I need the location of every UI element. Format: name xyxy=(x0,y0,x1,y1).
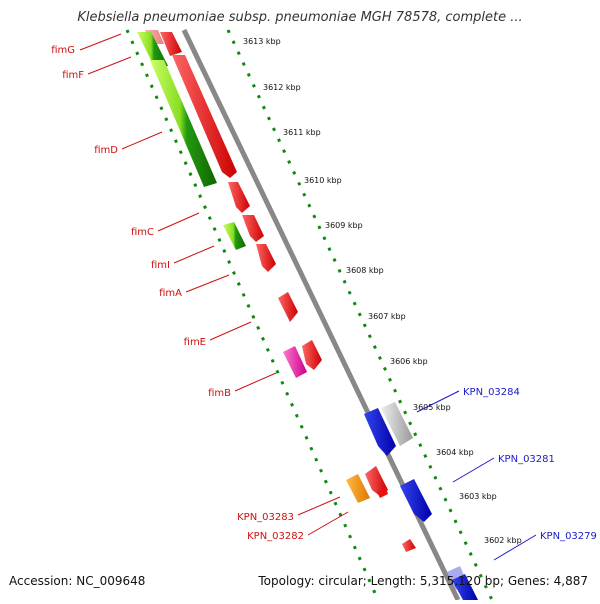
ruler-tick-label: 3605 kbp xyxy=(413,403,451,412)
gene-fimC[interactable] xyxy=(223,222,246,250)
dotted-track-outer xyxy=(226,29,494,601)
gene-label-left[interactable]: fimG xyxy=(51,45,75,56)
gene-KPN_03283[interactable] xyxy=(346,474,370,503)
ruler-tick-label: 3607 kbp xyxy=(368,312,406,321)
gene-features[interactable] xyxy=(137,30,478,600)
gene-label-right[interactable]: KPN_03284 xyxy=(463,387,520,398)
ruler-tick-label: 3610 kbp xyxy=(304,176,342,185)
right-gene-labels[interactable]: KPN_03284 KPN_03281 KPN_03279 xyxy=(416,387,597,561)
gene-KPN_03284[interactable] xyxy=(364,408,396,456)
gene-red-b[interactable] xyxy=(242,215,264,242)
gene-fimB[interactable] xyxy=(283,346,307,378)
label-leader-line xyxy=(493,534,537,561)
gene-label-right[interactable]: KPN_03279 xyxy=(540,531,597,542)
gene-fimG[interactable] xyxy=(137,32,168,68)
ruler-ticks: 3613 kbp 3612 kbp 3611 kbp 3610 kbp 3609 kbp… xyxy=(243,37,522,545)
ruler-tick-label: 3612 kbp xyxy=(263,83,301,92)
gene-red-a[interactable] xyxy=(228,182,250,213)
map-title: Klebsiella pneumoniae subsp. pneumoniae … xyxy=(77,10,523,25)
label-leader-line xyxy=(185,274,230,293)
ruler-tick-label: 3606 kbp xyxy=(390,357,428,366)
label-leader-line xyxy=(452,457,495,483)
gene-label-left[interactable]: KPN_03282 xyxy=(247,531,304,542)
label-leader-line xyxy=(87,56,132,75)
gene-label-left[interactable]: fimC xyxy=(131,227,154,238)
gene-fimE-red[interactable] xyxy=(302,340,322,370)
gene-label-left[interactable]: fimB xyxy=(208,388,231,399)
ruler-tick-label: 3603 kbp xyxy=(459,492,497,501)
gene-fimA-red[interactable] xyxy=(256,244,276,272)
gene-label-left[interactable]: fimF xyxy=(62,70,84,81)
gene-fimF[interactable] xyxy=(150,60,217,187)
gene-label-left[interactable]: KPN_03283 xyxy=(237,512,294,523)
gene-label-left[interactable]: fimE xyxy=(184,337,206,348)
label-leader-line xyxy=(173,245,215,264)
topology-text: Topology: circular; Length: 5,315,120 bp… xyxy=(258,574,588,588)
gene-fimF-red[interactable] xyxy=(172,55,237,178)
gene-red-d[interactable] xyxy=(377,488,388,498)
accession-text: Accession: NC_009648 xyxy=(9,574,146,588)
ruler-tick-label: 3608 kbp xyxy=(346,266,384,275)
label-leader-line xyxy=(79,33,122,51)
ruler-tick-label: 3609 kbp xyxy=(325,221,363,230)
label-leader-line xyxy=(234,372,277,392)
gene-label-left[interactable]: fimA xyxy=(159,288,182,299)
gene-KPN_03282[interactable] xyxy=(402,539,416,552)
label-leader-line xyxy=(416,390,460,413)
gene-label-left[interactable]: fimI xyxy=(151,260,170,271)
label-leader-line xyxy=(157,212,200,232)
label-leader-line xyxy=(297,496,341,516)
gene-label-left[interactable]: fimD xyxy=(94,145,118,156)
ruler-tick-label: 3604 kbp xyxy=(436,448,474,457)
ruler-tick-label: 3613 kbp xyxy=(243,37,281,46)
gene-red-c[interactable] xyxy=(365,466,388,496)
ruler-tick-label: 3611 kbp xyxy=(283,128,321,137)
gene-fimA[interactable] xyxy=(278,292,298,322)
gene-KPN_03279[interactable] xyxy=(452,574,478,600)
label-leader-line xyxy=(307,511,349,536)
gene-KPN_03281[interactable] xyxy=(400,479,432,522)
left-gene-labels[interactable]: fimG fimF fimD fimC fimI fimA fimE fimB KPN_0328… xyxy=(51,33,349,542)
gene-gray[interactable] xyxy=(381,402,413,446)
label-leader-line xyxy=(121,131,163,150)
gene-fimH[interactable] xyxy=(160,32,182,56)
ruler-tick-label: 3602 kbp xyxy=(484,536,522,545)
label-leader-line xyxy=(209,321,252,341)
gene-label-right[interactable]: KPN_03281 xyxy=(498,454,555,465)
